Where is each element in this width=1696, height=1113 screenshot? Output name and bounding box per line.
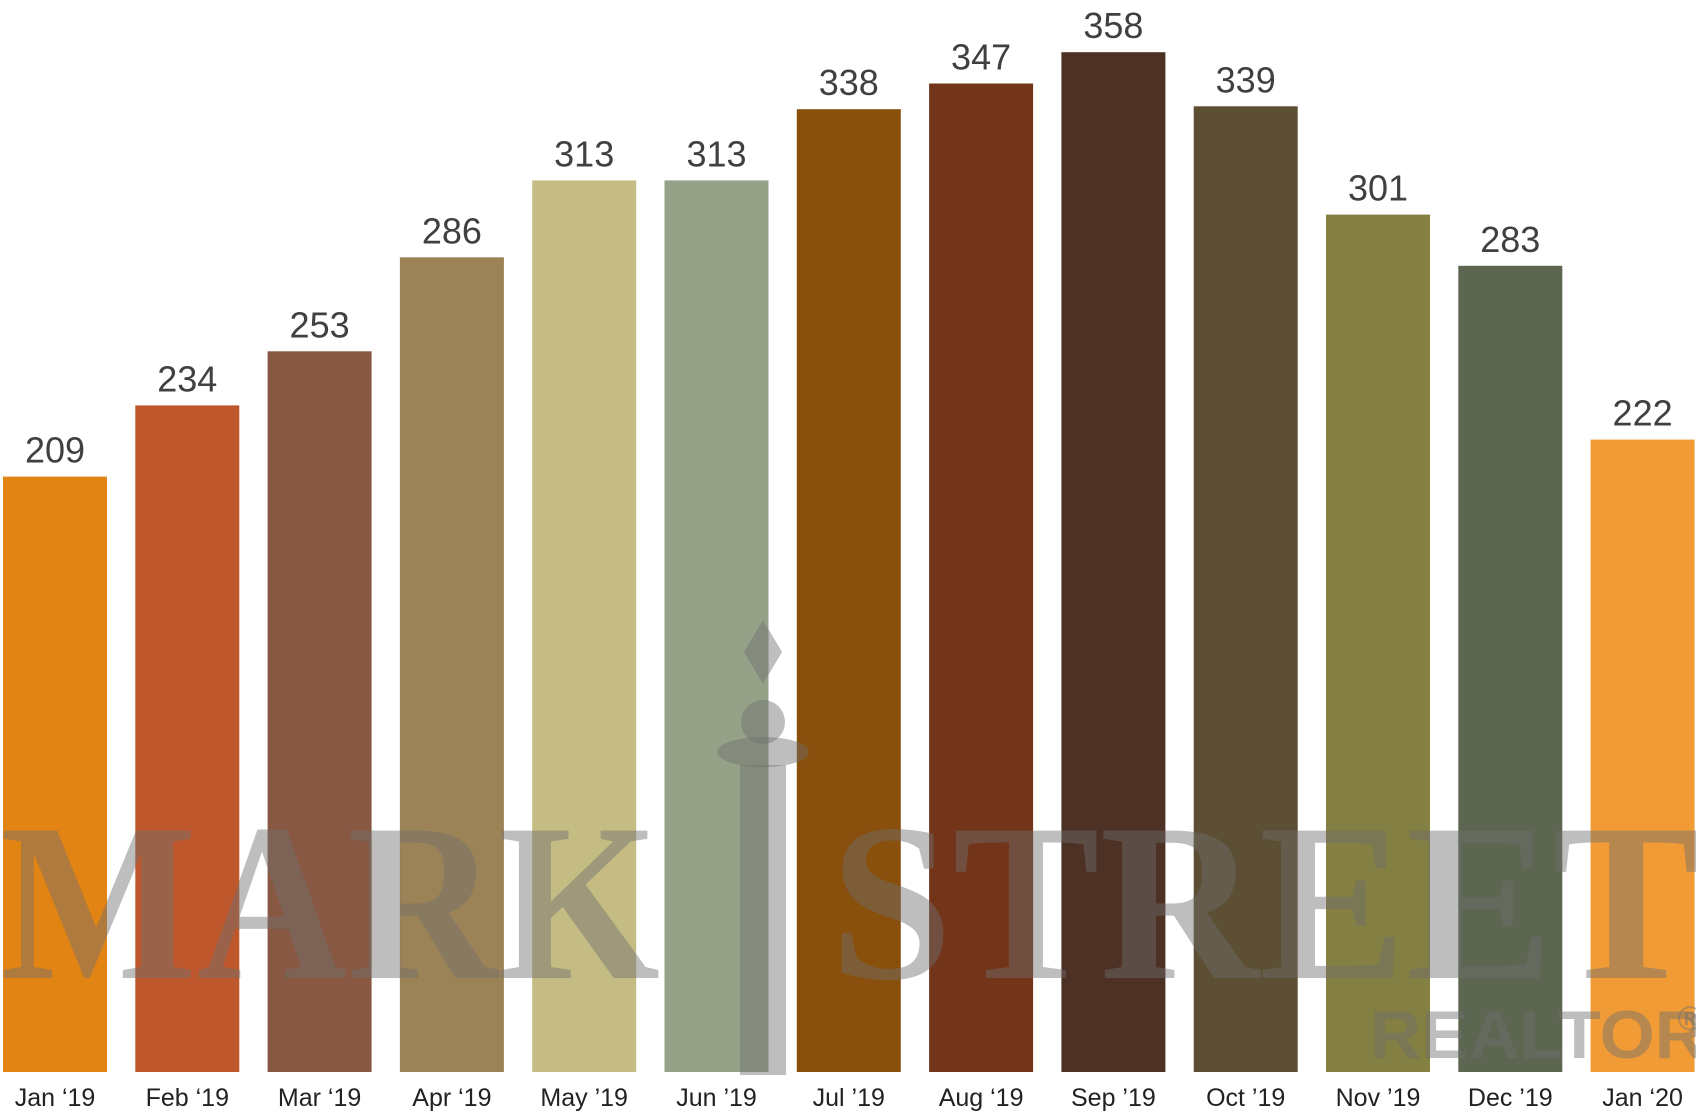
bars-group <box>3 52 1695 1073</box>
bar-value-label: 286 <box>422 210 482 251</box>
bar <box>1061 52 1166 1072</box>
bar <box>399 257 504 1072</box>
bar-value-label: 209 <box>25 430 85 471</box>
bar <box>1590 439 1695 1073</box>
bar <box>135 405 240 1072</box>
bar <box>1193 106 1298 1073</box>
x-axis-tick-label: Jan ‘19 <box>15 1084 96 1112</box>
watermark-street: STREET <box>830 777 1696 1027</box>
value-labels-group: 209 234 253 286 313 313 338 347 358 339 301 283 222 <box>25 5 1673 470</box>
x-axis-tick-label: Aug ‘19 <box>939 1084 1024 1112</box>
x-axis-tick-label: Dec ’19 <box>1468 1084 1553 1112</box>
bar-value-label: 338 <box>819 62 879 103</box>
bar <box>3 476 107 1073</box>
bar <box>796 109 901 1072</box>
bar-value-label: 347 <box>951 37 1011 78</box>
bar <box>929 83 1034 1072</box>
bar-value-label: 301 <box>1348 168 1408 209</box>
bar <box>532 180 637 1072</box>
x-axis-tick-label: Jul ’19 <box>813 1084 885 1112</box>
bar-value-label: 313 <box>554 133 614 174</box>
bar-value-label: 313 <box>686 133 746 174</box>
x-axis-tick-label: Sep ’19 <box>1071 1084 1156 1112</box>
x-axis-tick-label: Oct ’19 <box>1206 1084 1285 1112</box>
bar-value-label: 283 <box>1480 219 1540 260</box>
x-axis-tick-label: May ’19 <box>540 1084 628 1112</box>
bar-value-label: 358 <box>1083 5 1143 46</box>
watermark-mark: MARK <box>0 777 660 1027</box>
x-axis-tick-label: Jan ‘20 <box>1602 1084 1683 1112</box>
watermark-registered-mark: ® <box>1677 1000 1696 1038</box>
x-axis-tick-label: Jun ’19 <box>676 1084 757 1112</box>
x-axis-tick-label: Apr ‘19 <box>412 1084 491 1112</box>
bar <box>664 180 769 1072</box>
bar <box>1326 214 1430 1073</box>
x-axis-tick-label: Nov ’19 <box>1336 1084 1421 1112</box>
x-axis-tick-labels: Jan ‘19 Feb ‘19 Mar ‘19 Apr ‘19 May ’19 Jun ’… <box>15 1084 1683 1112</box>
bar <box>267 351 372 1072</box>
watermark-realtor: REALTOR <box>1370 997 1696 1073</box>
bar <box>1458 265 1563 1072</box>
bar-value-label: 222 <box>1613 393 1673 434</box>
bar-value-label: 253 <box>290 304 350 345</box>
chess-piece-icon <box>717 620 809 1075</box>
x-axis-tick-label: Feb ‘19 <box>146 1084 229 1112</box>
watermark-logo: MARK STREET REALTOR ® <box>0 620 1696 1075</box>
x-axis-tick-label: Mar ‘19 <box>278 1084 361 1112</box>
bar-value-label: 234 <box>157 358 217 399</box>
bar-value-label: 339 <box>1216 59 1276 100</box>
